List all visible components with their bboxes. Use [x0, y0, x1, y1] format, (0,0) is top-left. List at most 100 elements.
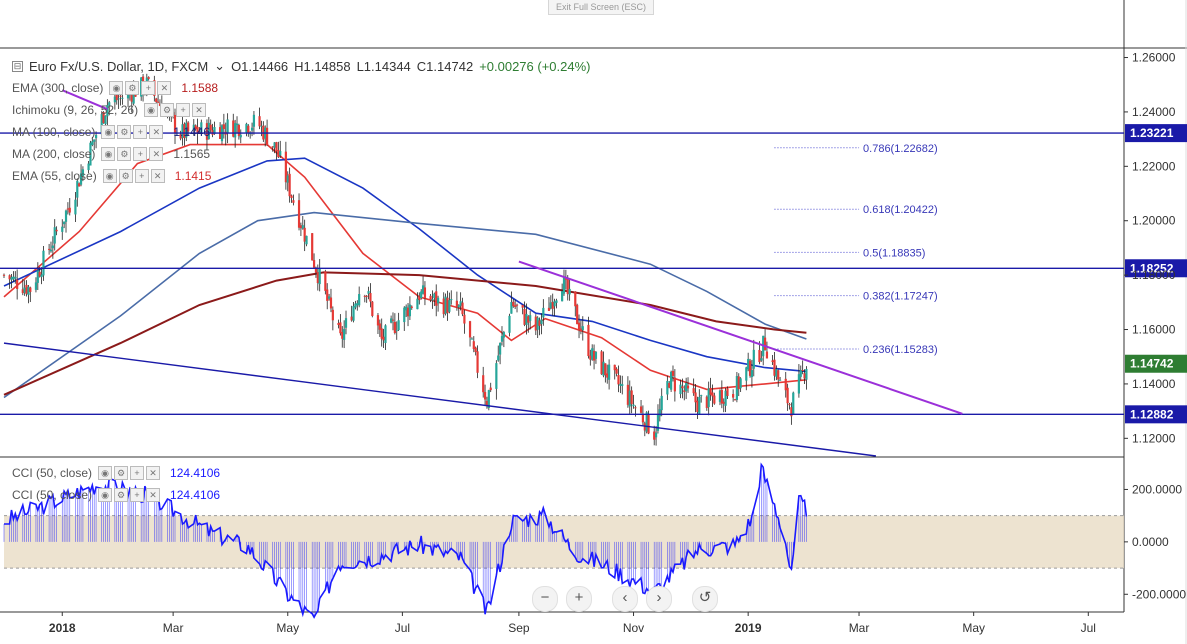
candle-body: [181, 124, 184, 138]
candle-body: [587, 324, 590, 357]
x-tick-label: Jul: [1081, 621, 1096, 635]
indicator-legend-item[interactable]: MA (200, close) ◉ ⚙ + ✕ 1.1565: [12, 147, 210, 161]
candle-body: [720, 389, 723, 404]
zoom-in-button[interactable]: +: [566, 586, 592, 612]
candle-body: [591, 348, 594, 360]
x-tick-label: May: [962, 621, 985, 635]
candle-body: [600, 351, 603, 375]
plus-icon[interactable]: +: [130, 488, 145, 502]
candle-body: [420, 291, 423, 299]
gear-icon[interactable]: ⚙: [114, 466, 129, 480]
candle-body: [102, 112, 105, 124]
close-icon[interactable]: ✕: [146, 466, 161, 480]
candle-body: [561, 291, 564, 302]
candle-body: [64, 210, 68, 222]
candle-body: [416, 298, 419, 310]
candle-body: [89, 142, 92, 166]
zoom-out-button[interactable]: −: [532, 586, 558, 612]
indicator-label: MA (200, close): [12, 147, 96, 161]
reset-icon[interactable]: ↺: [692, 586, 718, 612]
candle-body: [108, 102, 111, 106]
eye-icon[interactable]: ◉: [101, 147, 116, 161]
candle-body: [685, 382, 688, 392]
exit-fullscreen-button[interactable]: Exit Full Screen (ESC): [548, 0, 654, 15]
candle-body: [654, 432, 658, 438]
candle-body: [510, 302, 513, 314]
candle-body: [775, 369, 778, 377]
price-tag: [1125, 405, 1187, 424]
close-icon[interactable]: ✕: [149, 125, 164, 139]
close-icon[interactable]: ✕: [146, 488, 161, 502]
candle-body: [235, 123, 239, 126]
scroll-left-button[interactable]: ‹: [612, 586, 638, 612]
candle-body: [632, 404, 635, 407]
candle-body: [521, 304, 524, 308]
close-icon[interactable]: ✕: [157, 81, 172, 95]
plus-icon[interactable]: +: [133, 125, 148, 139]
collapse-icon[interactable]: ⊟: [12, 60, 23, 72]
candle-body: [140, 77, 143, 97]
candle-body: [455, 300, 458, 308]
candle-body: [529, 315, 532, 321]
indicator-legend-item[interactable]: EMA (55, close) ◉ ⚙ + ✕ 1.1415: [12, 169, 211, 183]
plus-icon[interactable]: +: [176, 103, 191, 117]
plus-icon[interactable]: +: [130, 466, 145, 480]
eye-icon[interactable]: ◉: [144, 103, 159, 117]
candle-body: [604, 363, 607, 376]
candle-body: [365, 295, 368, 297]
gear-icon[interactable]: ⚙: [125, 81, 140, 95]
candle-body: [724, 390, 727, 406]
candle-body: [343, 329, 346, 340]
close-icon[interactable]: ✕: [149, 147, 164, 161]
gear-icon[interactable]: ⚙: [117, 125, 132, 139]
eye-icon[interactable]: ◉: [98, 466, 113, 480]
gear-icon[interactable]: ⚙: [114, 488, 129, 502]
eye-icon[interactable]: ◉: [98, 488, 113, 502]
close-icon[interactable]: ✕: [192, 103, 207, 117]
plus-icon[interactable]: +: [134, 169, 149, 183]
candle-body: [613, 364, 616, 371]
eye-icon[interactable]: ◉: [109, 81, 124, 95]
eye-icon[interactable]: ◉: [102, 169, 117, 183]
close-icon[interactable]: ✕: [150, 169, 165, 183]
candle-body: [239, 134, 242, 138]
plus-icon[interactable]: +: [141, 81, 156, 95]
cci-y-tick-label: 200.0000: [1132, 482, 1182, 496]
indicator-legend-item[interactable]: MA (100, close) ◉ ⚙ + ✕ 1.1446: [12, 125, 210, 139]
cci-legend-item[interactable]: CCI (50, close) ◉ ⚙ + ✕ 124.4106: [12, 466, 220, 480]
candle-body: [485, 400, 489, 407]
gear-icon[interactable]: ⚙: [117, 147, 132, 161]
candle-body: [463, 314, 466, 324]
chevron-down-icon[interactable]: ⌄: [214, 58, 226, 73]
plus-icon[interactable]: +: [133, 147, 148, 161]
candle-body: [707, 388, 710, 408]
candle-body: [42, 250, 45, 276]
eye-icon[interactable]: ◉: [101, 125, 116, 139]
candle-body: [660, 395, 663, 411]
symbol-name[interactable]: Euro Fx/U.S. Dollar, 1D, FXCM: [29, 58, 209, 74]
scroll-right-button[interactable]: ›: [646, 586, 672, 612]
candle-body: [499, 342, 502, 355]
candle-body: [433, 293, 436, 299]
indicator-legend-item[interactable]: EMA (300, close) ◉ ⚙ + ✕ 1.1588: [12, 81, 218, 95]
candle-body: [29, 287, 32, 292]
indicator-legend-item[interactable]: Ichimoku (9, 26, 52, 26) ◉ ⚙ + ✕: [12, 103, 216, 117]
gear-icon[interactable]: ⚙: [160, 103, 175, 117]
candle-body: [51, 245, 54, 249]
candle-body: [562, 276, 566, 294]
gear-icon[interactable]: ⚙: [118, 169, 133, 183]
cci-legend-item[interactable]: CCI (50, close) ◉ ⚙ + ✕ 124.4106: [12, 488, 220, 502]
candle-body: [329, 297, 333, 309]
candle-body: [406, 307, 410, 317]
candle-body: [55, 229, 58, 232]
candle-body: [435, 291, 438, 306]
chart-controls: − + ‹ › ↺: [532, 586, 718, 612]
x-tick-label: Mar: [849, 621, 870, 635]
candle-body: [739, 378, 742, 389]
candle-body: [686, 385, 690, 389]
y-tick-label: 1.16000: [1132, 323, 1176, 337]
candle-body: [470, 338, 474, 340]
candle-body: [803, 373, 806, 379]
candle-body: [771, 360, 774, 363]
